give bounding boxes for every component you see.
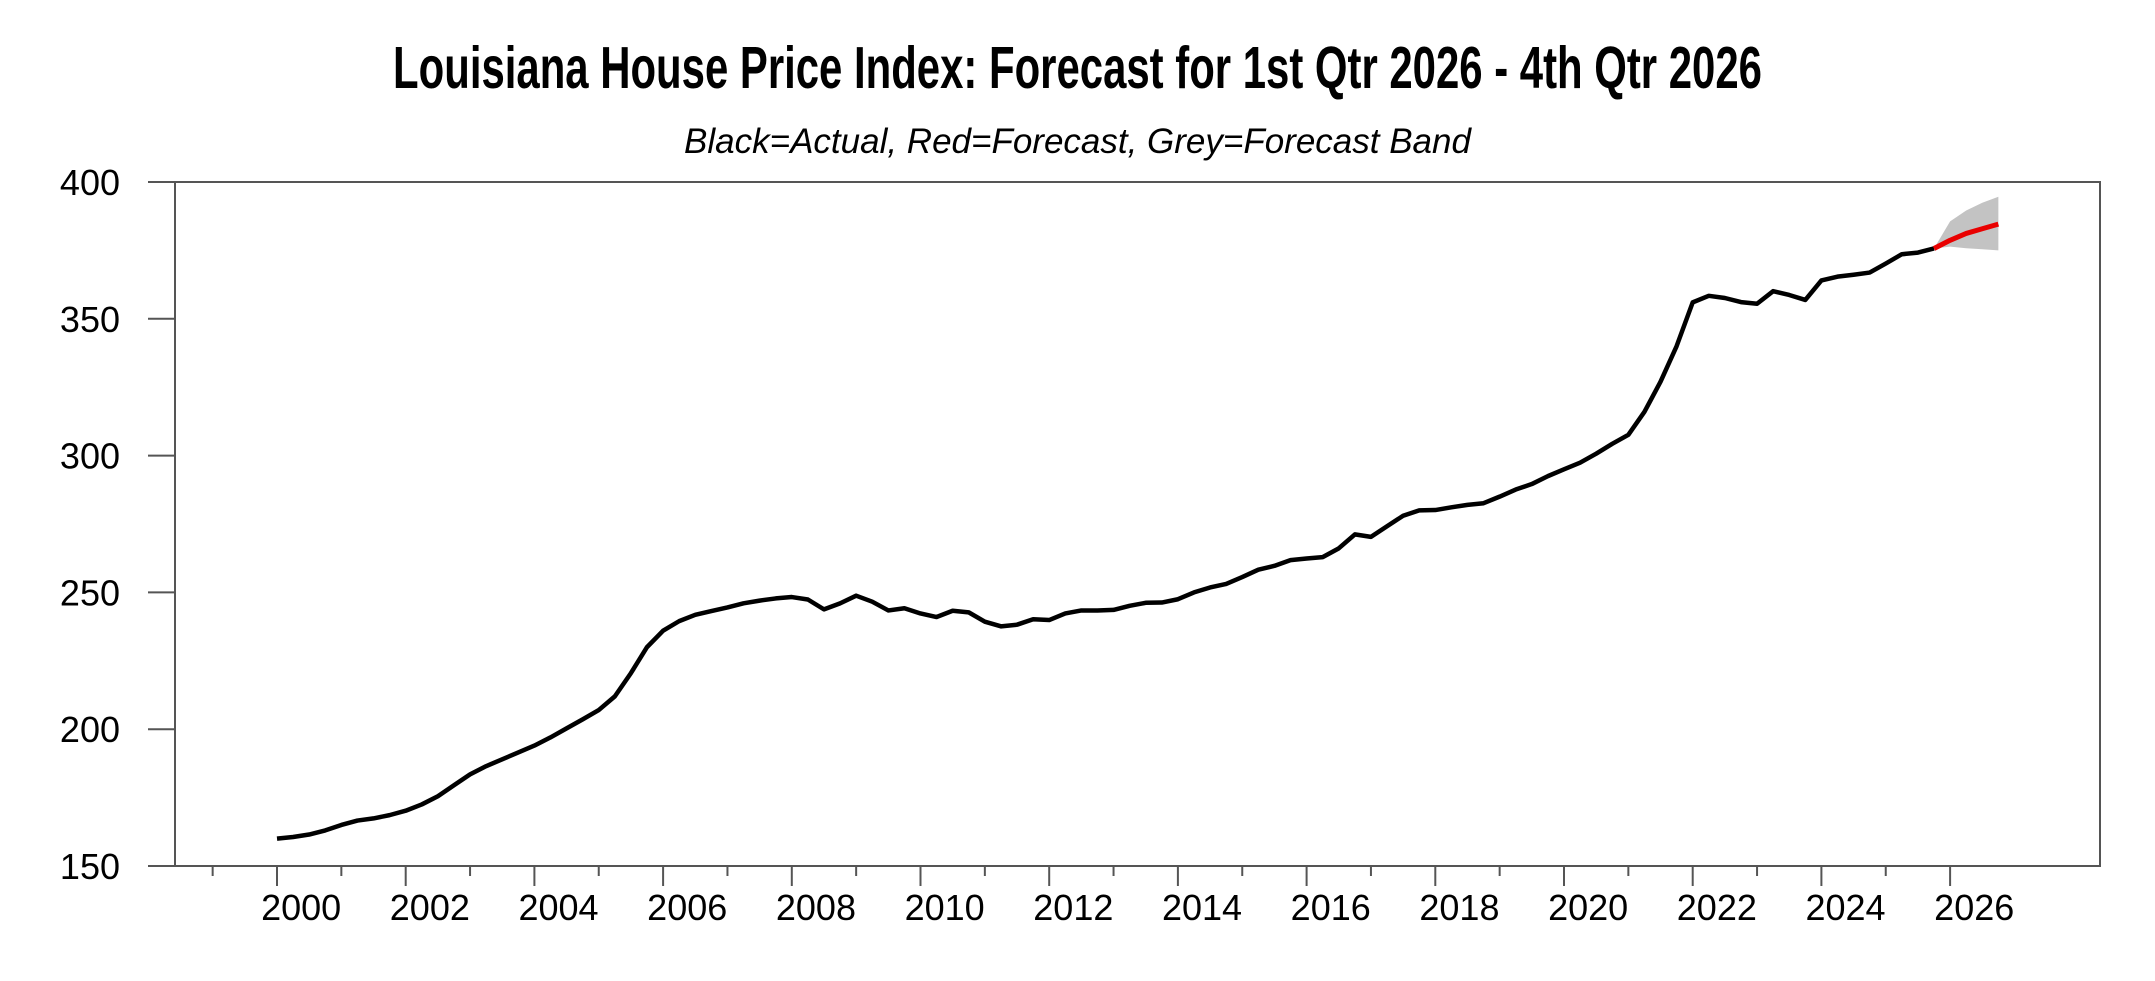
x-axis-tick-label: 2016 (1291, 887, 1371, 928)
x-axis-tick-label: 2014 (1162, 887, 1242, 928)
forecast-band (1934, 196, 1999, 251)
y-axis-tick-label: 200 (60, 709, 120, 750)
plot-border (174, 181, 2101, 867)
x-axis-tick-label: 2026 (1934, 887, 2014, 928)
x-axis-tick-label: 2022 (1677, 887, 1757, 928)
x-axis-tick-label: 2012 (1033, 887, 1113, 928)
x-axis-tick-label: 2008 (776, 887, 856, 928)
chart-title: Louisiana House Price Index: Forecast fo… (393, 35, 1762, 101)
x-axis-tick-label: 2018 (1419, 887, 1499, 928)
actual-line (276, 246, 1935, 841)
x-axis-tick-label: 2010 (905, 887, 985, 928)
forecast-line (1932, 221, 2000, 251)
x-axis-tick-label: 2020 (1548, 887, 1628, 928)
x-axis-tick-label: 2004 (518, 887, 598, 928)
y-axis-tick-label: 300 (60, 436, 120, 477)
x-axis-tick-label: 2000 (261, 887, 341, 928)
x-axis-tick-label: 2002 (390, 887, 470, 928)
y-axis-tick-label: 400 (60, 162, 120, 203)
y-axis-tick-label: 350 (60, 299, 120, 340)
x-axis-tick-label: 2006 (647, 887, 727, 928)
chart-subtitle: Black=Actual, Red=Forecast, Grey=Forecas… (684, 122, 1471, 161)
y-axis-tick-label: 150 (60, 846, 120, 887)
x-axis-tick-label: 2024 (1805, 887, 1885, 928)
y-axis-tick-label: 250 (60, 572, 120, 613)
